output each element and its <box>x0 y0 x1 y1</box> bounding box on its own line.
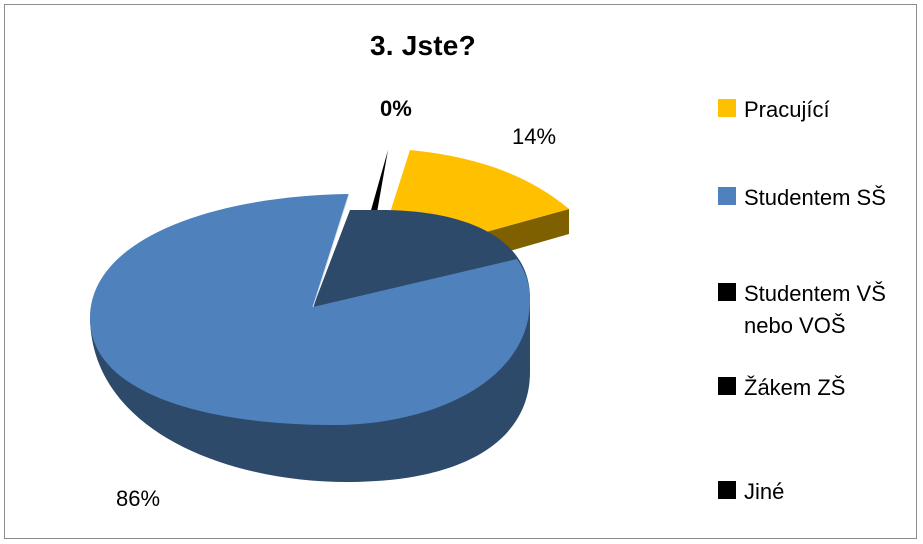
slice-studentem-ss <box>90 194 530 425</box>
slice-separator <box>312 193 350 308</box>
data-label-studentem-ss: 86% <box>116 486 161 511</box>
legend-swatch-zakem-zs <box>718 377 736 395</box>
data-label-zero-percent: 0% <box>380 96 412 121</box>
legend-swatch-pracujici <box>718 99 736 117</box>
legend-label-zakem-zs: Žákem ZŠ <box>744 375 846 400</box>
chart-title: 3. Jste? <box>370 30 476 61</box>
legend-item-jine: Jiné <box>718 476 923 508</box>
legend-swatch-jine <box>718 481 736 499</box>
legend-item-studentem-ss: Studentem SŠ <box>718 182 923 214</box>
pie-slices <box>90 150 569 483</box>
legend-item-zakem-zs: Žákem ZŠ <box>718 372 923 404</box>
data-label-pracujici: 14% <box>512 124 557 149</box>
legend-label-studentem-vs-vos: Studentem VŠ nebo VOŠ <box>744 281 886 338</box>
legend-swatch-studentem-vs-vos <box>718 283 736 301</box>
legend-swatch-studentem-ss <box>718 187 736 205</box>
legend-item-pracujici: Pracující <box>718 94 923 126</box>
legend-label-pracujici: Pracující <box>744 97 830 122</box>
legend-item-studentem-vs-vos: Studentem VŠ nebo VOŠ <box>718 278 923 342</box>
legend-label-studentem-ss: Studentem SŠ <box>744 185 886 210</box>
legend-label-jine: Jiné <box>744 479 785 504</box>
